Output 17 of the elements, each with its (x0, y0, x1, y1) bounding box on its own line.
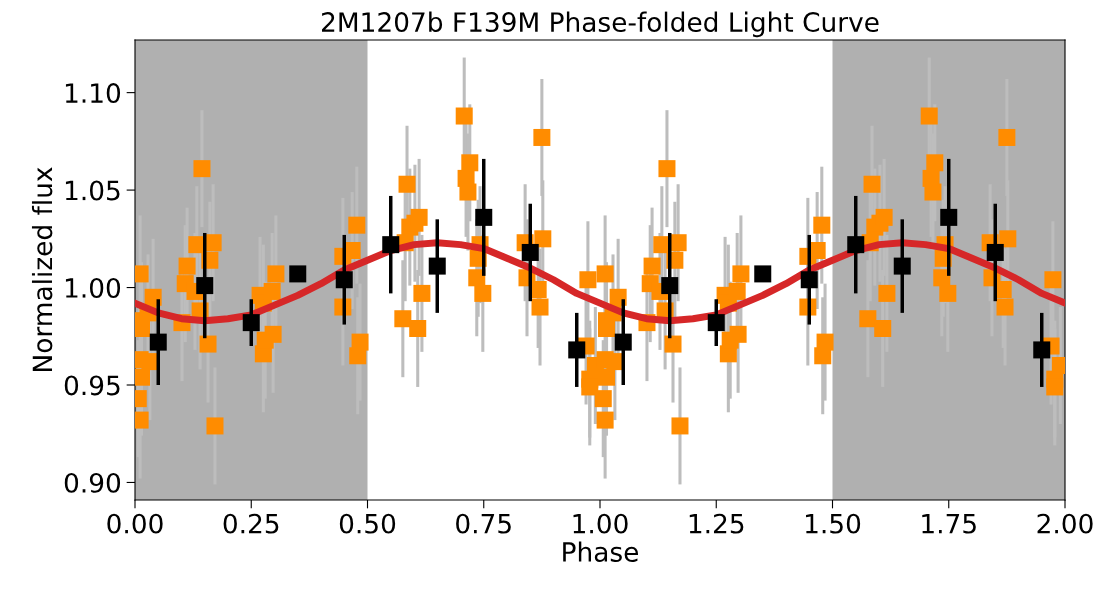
x-tick-label: 0.75 (456, 513, 511, 534)
x-tick-label: 2.00 (1037, 513, 1093, 534)
y-axis-title: Normalized flux (31, 167, 53, 371)
x-tick-label: 1.75 (922, 514, 976, 534)
y-tick-label: 0.90 (64, 472, 121, 493)
x-axis-title: Phase (563, 541, 638, 562)
y-tick-label: 1.10 (65, 83, 121, 104)
y-tick-label: 1.00 (65, 277, 121, 298)
x-tick-label: 0.00 (107, 513, 163, 534)
x-tick-label: 0.25 (223, 513, 279, 534)
x-tick-label: 0.50 (339, 513, 396, 534)
y-tick-label: 1.05 (65, 180, 120, 201)
chart-title: 2M1207b F139M Phase-folded Light Curve (322, 11, 879, 38)
x-tick-label: 1.25 (689, 513, 744, 534)
x-tick-label: 1.50 (806, 513, 861, 534)
y-tick-label: 0.95 (64, 375, 120, 396)
x-tick-label: 1.00 (573, 513, 628, 534)
